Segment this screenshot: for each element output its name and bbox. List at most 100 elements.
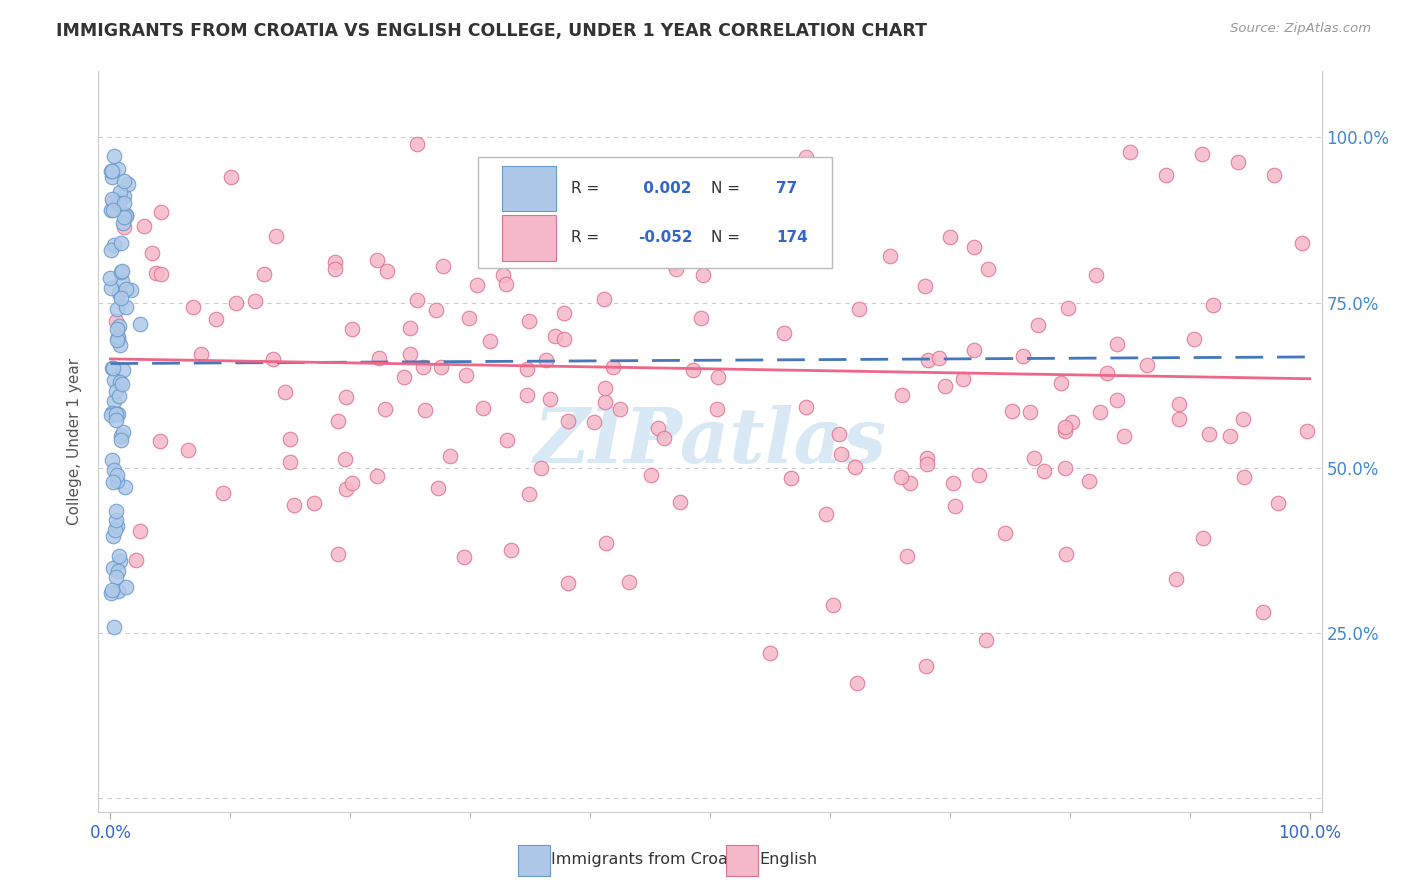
Point xyxy=(212,486,235,500)
Point xyxy=(177,443,200,458)
Point xyxy=(706,402,728,417)
Point xyxy=(1191,531,1213,545)
Point xyxy=(647,421,669,435)
Point xyxy=(120,283,142,297)
Point xyxy=(100,169,122,184)
Point xyxy=(335,482,357,496)
Point xyxy=(406,137,429,152)
Point xyxy=(105,413,128,427)
Point xyxy=(427,481,450,495)
Point xyxy=(111,425,134,440)
Point xyxy=(111,216,134,230)
Point xyxy=(103,463,125,477)
FancyBboxPatch shape xyxy=(502,215,555,260)
Point xyxy=(243,294,266,309)
Point xyxy=(103,373,125,387)
Point xyxy=(132,219,155,234)
Point xyxy=(101,560,124,574)
Point xyxy=(1077,474,1099,488)
Point xyxy=(110,429,132,443)
Point xyxy=(1062,415,1084,429)
Point xyxy=(340,322,363,336)
Point xyxy=(669,495,692,509)
Point xyxy=(105,504,128,518)
Point xyxy=(692,268,714,283)
Point xyxy=(103,361,125,376)
Point xyxy=(974,632,997,647)
Point xyxy=(517,314,540,328)
Point xyxy=(495,277,517,292)
Point xyxy=(457,311,479,326)
Point xyxy=(1164,572,1187,586)
Point xyxy=(1026,318,1049,333)
Point xyxy=(149,267,172,281)
Point xyxy=(1167,412,1189,426)
Point xyxy=(891,388,914,402)
Point xyxy=(219,169,242,184)
Point xyxy=(100,192,122,206)
Point xyxy=(1202,298,1225,312)
Point xyxy=(582,415,605,429)
Text: 174: 174 xyxy=(776,230,808,245)
Point xyxy=(366,252,388,267)
Point xyxy=(1054,461,1077,475)
Point xyxy=(105,384,128,399)
Point xyxy=(943,500,966,514)
Point xyxy=(111,377,134,392)
Point xyxy=(889,469,911,483)
Point xyxy=(454,368,477,383)
Point xyxy=(100,203,122,218)
Point xyxy=(425,302,447,317)
Point xyxy=(516,362,538,376)
Point xyxy=(103,148,125,162)
Point xyxy=(101,529,124,543)
Point xyxy=(103,394,125,409)
Point xyxy=(939,229,962,244)
FancyBboxPatch shape xyxy=(478,156,832,268)
Point xyxy=(815,507,838,521)
Point xyxy=(1053,424,1076,438)
Point xyxy=(205,312,228,326)
Point xyxy=(557,414,579,428)
Point xyxy=(117,177,139,191)
Point xyxy=(368,351,391,366)
Point xyxy=(707,369,730,384)
Point xyxy=(107,584,129,599)
Text: English: English xyxy=(759,853,817,867)
Point xyxy=(375,263,398,277)
Point xyxy=(104,523,127,537)
Point xyxy=(734,235,756,250)
Point xyxy=(150,204,173,219)
Point xyxy=(682,363,704,377)
Point xyxy=(128,317,150,331)
Point xyxy=(928,351,950,366)
Point xyxy=(1232,411,1254,425)
Point xyxy=(149,434,172,449)
Point xyxy=(1107,337,1129,351)
Point xyxy=(609,401,631,416)
Point xyxy=(1154,168,1177,182)
Point xyxy=(846,676,869,690)
Point xyxy=(432,259,454,273)
Point xyxy=(915,659,938,673)
Point xyxy=(101,407,124,421)
Point xyxy=(280,455,302,469)
Point xyxy=(392,370,415,384)
Point xyxy=(110,264,132,278)
Point xyxy=(879,250,901,264)
Point xyxy=(105,407,128,421)
Point xyxy=(516,388,538,402)
Point xyxy=(145,266,167,280)
Point xyxy=(112,174,135,188)
Point xyxy=(100,409,122,423)
Point xyxy=(534,353,557,368)
Point xyxy=(124,552,146,566)
Point xyxy=(105,467,128,482)
Point xyxy=(848,301,870,316)
Point xyxy=(104,570,127,584)
Point xyxy=(1056,301,1078,315)
Point xyxy=(107,161,129,176)
Point xyxy=(1167,397,1189,411)
Point xyxy=(1022,451,1045,466)
Text: ZIPatlas: ZIPatlas xyxy=(533,405,887,478)
